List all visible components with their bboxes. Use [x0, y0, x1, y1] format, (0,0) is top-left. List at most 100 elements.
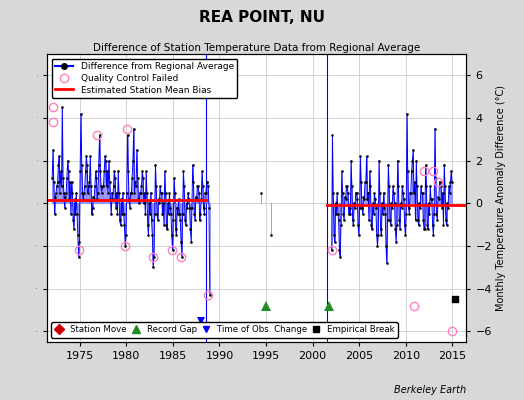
Point: [447, 168, 455, 174]
Point: [105, 179, 114, 185]
Point: [190, 211, 199, 217]
Point: [368, 200, 377, 206]
Point: [184, 196, 193, 202]
Point: [95, 132, 104, 138]
Point: [189, 162, 197, 168]
Point: [392, 222, 401, 228]
Point: [445, 183, 453, 190]
Point: [378, 200, 386, 206]
Point: [181, 222, 190, 228]
Point: [407, 190, 415, 196]
Point: [78, 162, 86, 168]
Point: [173, 204, 181, 211]
Point: [138, 168, 146, 174]
Point: [171, 190, 179, 196]
Point: [379, 190, 388, 196]
Point: [361, 179, 369, 185]
Point: [165, 190, 173, 196]
Point: [102, 183, 111, 190]
Point: [60, 190, 68, 196]
Point: [196, 211, 205, 217]
Point: [144, 232, 152, 238]
Point: [437, 183, 445, 190]
Point: [179, 211, 187, 217]
Point: [174, 211, 182, 217]
Point: [391, 226, 399, 232]
Point: [201, 190, 209, 196]
Point: [84, 190, 92, 196]
Point: [166, 204, 174, 211]
Point: [71, 196, 79, 202]
Point: [129, 126, 138, 132]
Point: [381, 211, 389, 217]
Point: [53, 179, 62, 185]
Point: [348, 217, 357, 224]
Point: [267, 232, 275, 238]
Point: [115, 190, 123, 196]
Point: [347, 158, 355, 164]
Point: [110, 168, 118, 174]
Point: [373, 232, 381, 238]
Point: [68, 190, 77, 196]
Title: Difference of Station Temperature Data from Regional Average: Difference of Station Temperature Data f…: [93, 43, 420, 53]
Point: [128, 174, 136, 181]
Point: [53, 183, 61, 190]
Point: [389, 183, 397, 190]
Point: [150, 254, 158, 260]
Point: [80, 190, 88, 196]
Point: [200, 204, 208, 211]
Point: [49, 147, 57, 153]
Point: [139, 200, 148, 206]
Point: [373, 243, 381, 249]
Point: [443, 200, 452, 206]
Point: [366, 183, 375, 190]
Point: [434, 196, 443, 202]
Point: [366, 168, 374, 174]
Point: [202, 190, 210, 196]
Point: [410, 190, 418, 196]
Point: [117, 196, 125, 202]
Point: [416, 204, 424, 211]
Point: [445, 190, 454, 196]
Point: [132, 183, 140, 190]
Point: [74, 232, 82, 238]
Point: [374, 232, 383, 238]
Point: [147, 217, 156, 224]
Point: [172, 232, 181, 238]
Point: [438, 204, 446, 211]
Point: [333, 190, 341, 196]
Point: [67, 211, 75, 217]
Point: [184, 190, 192, 196]
Point: [121, 243, 129, 249]
Point: [442, 222, 451, 228]
Point: [395, 217, 403, 224]
Point: [429, 232, 438, 238]
Point: [126, 204, 134, 211]
Point: [405, 204, 413, 211]
Point: [153, 211, 161, 217]
Point: [413, 183, 421, 190]
Point: [372, 204, 380, 211]
Point: [155, 196, 163, 202]
Point: [99, 183, 107, 190]
Point: [397, 204, 406, 211]
Point: [82, 153, 91, 160]
Point: [377, 232, 386, 238]
Point: [394, 158, 402, 164]
Point: [91, 183, 99, 190]
Point: [130, 190, 139, 196]
Point: [410, 179, 419, 185]
Point: [120, 222, 128, 228]
Point: [92, 168, 100, 174]
Point: [157, 190, 165, 196]
Point: [179, 168, 188, 174]
Point: [385, 183, 394, 190]
Point: [87, 183, 95, 190]
Point: [406, 190, 414, 196]
Point: [375, 158, 383, 164]
Point: [343, 183, 352, 190]
Point: [384, 217, 392, 224]
Point: [143, 190, 151, 196]
Legend: Station Move, Record Gap, Time of Obs. Change, Empirical Break: Station Move, Record Gap, Time of Obs. C…: [51, 322, 398, 338]
Point: [122, 232, 130, 238]
